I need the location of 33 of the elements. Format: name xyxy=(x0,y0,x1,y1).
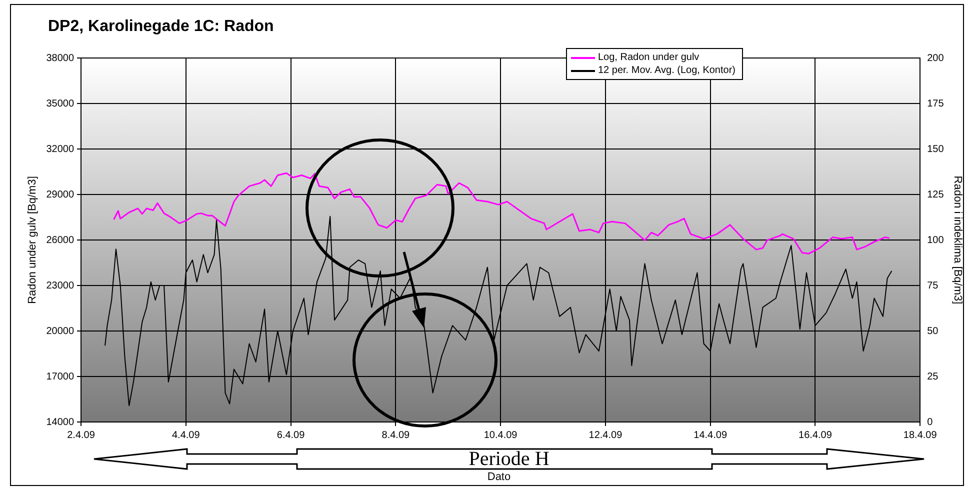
y-tick-label: 38000 xyxy=(46,52,74,64)
y2-axis-title: Radon i indeklima [Bq/m3] xyxy=(951,176,964,304)
y2-tick-label: 50 xyxy=(927,326,939,337)
y2-tick-label: 25 xyxy=(927,371,939,382)
x-axis-title: Dato xyxy=(486,471,512,483)
x-tick-label: 12.4.09 xyxy=(588,430,623,441)
y2-tick-label: 75 xyxy=(927,280,939,292)
y2-tick-label: 100 xyxy=(927,234,944,246)
x-tick-label: 8.4.09 xyxy=(382,430,410,441)
y2-tick-label: 150 xyxy=(927,144,944,155)
y2-tick-label: 200 xyxy=(927,52,944,64)
y2-tick-label: 175 xyxy=(927,98,944,110)
chart-title: DP2, Karolinegade 1C: Radon xyxy=(48,18,274,36)
y-axis-title: Radon under gulv [Bq/m3] xyxy=(26,176,39,304)
y-tick-label: 14000 xyxy=(46,416,74,428)
x-tick-label: 14.4.09 xyxy=(694,430,728,441)
y2-tick-label: 0 xyxy=(927,416,934,428)
y-tick-label: 29000 xyxy=(46,189,74,200)
y2-tick-label: 125 xyxy=(927,189,944,200)
x-tick-label: 4.4.09 xyxy=(172,430,200,441)
x-tick-label: 18.4.09 xyxy=(903,430,938,441)
x-tick-label: 2.4.09 xyxy=(67,430,96,441)
y-tick-label: 32000 xyxy=(46,144,74,155)
legend-label: Log, Radon under gulv xyxy=(598,52,700,63)
y-tick-label: 17000 xyxy=(46,371,74,382)
x-tick-label: 6.4.09 xyxy=(276,430,306,441)
y-tick-label: 23000 xyxy=(46,280,74,292)
y-tick-label: 20000 xyxy=(46,326,74,337)
x-tick-label: 10.4.09 xyxy=(484,430,518,441)
x-tick-label: 16.4.09 xyxy=(798,430,832,441)
y-tick-label: 26000 xyxy=(46,234,74,246)
y-tick-label: 35000 xyxy=(46,98,74,110)
legend-label: 12 per. Mov. Avg. (Log, Kontor) xyxy=(598,65,736,76)
